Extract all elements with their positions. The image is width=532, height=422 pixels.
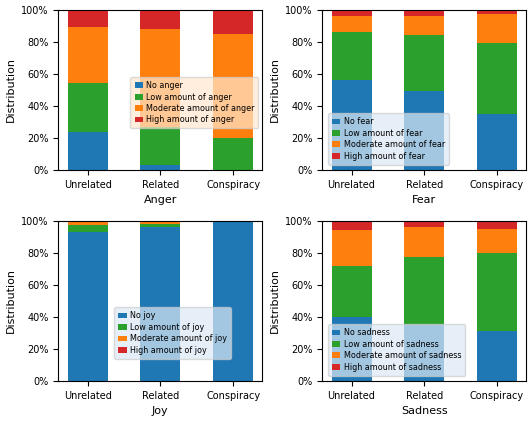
Bar — [404, 16, 444, 35]
Bar — [68, 10, 107, 27]
Bar — [140, 29, 180, 127]
Bar — [404, 92, 444, 170]
Bar — [477, 114, 517, 170]
Y-axis label: Distribution: Distribution — [5, 268, 15, 333]
Bar — [331, 16, 371, 32]
Bar — [140, 221, 180, 222]
Bar — [140, 165, 180, 170]
Bar — [68, 221, 107, 222]
Bar — [331, 221, 371, 230]
Bar — [140, 222, 180, 224]
Bar — [404, 10, 444, 16]
Bar — [68, 132, 107, 170]
X-axis label: Fear: Fear — [412, 195, 436, 206]
Legend: No fear, Low amount of fear, Moderate amount of fear, High amount of fear: No fear, Low amount of fear, Moderate am… — [328, 113, 449, 165]
Legend: No anger, Low amount of anger, Moderate amount of anger, High amount of anger: No anger, Low amount of anger, Moderate … — [130, 77, 259, 128]
Bar — [140, 10, 180, 29]
Y-axis label: Distribution: Distribution — [270, 57, 279, 122]
Bar — [68, 84, 107, 132]
Bar — [477, 221, 517, 229]
Bar — [140, 227, 180, 381]
Bar — [477, 43, 517, 114]
Bar — [140, 127, 180, 165]
Bar — [477, 331, 517, 381]
Legend: No joy, Low amount of joy, Moderate amount of joy, High amount of joy: No joy, Low amount of joy, Moderate amou… — [114, 307, 231, 359]
Bar — [477, 253, 517, 331]
Bar — [213, 10, 253, 34]
Bar — [331, 317, 371, 381]
Y-axis label: Distribution: Distribution — [270, 268, 279, 333]
Bar — [477, 229, 517, 253]
Bar — [404, 257, 444, 325]
Bar — [331, 265, 371, 317]
Bar — [404, 227, 444, 257]
Bar — [477, 14, 517, 43]
Bar — [331, 80, 371, 170]
Bar — [404, 35, 444, 92]
X-axis label: Anger: Anger — [144, 195, 177, 206]
Legend: No sadness, Low amount of sadness, Moderate amount of sadness, High amount of sa: No sadness, Low amount of sadness, Moder… — [328, 324, 465, 376]
Bar — [213, 138, 253, 170]
Bar — [331, 10, 371, 16]
Bar — [213, 221, 253, 381]
Bar — [68, 225, 107, 232]
Bar — [404, 221, 444, 227]
Bar — [477, 10, 517, 14]
Y-axis label: Distribution: Distribution — [5, 57, 15, 122]
Bar — [213, 34, 253, 138]
Bar — [68, 27, 107, 84]
Bar — [140, 224, 180, 227]
X-axis label: Joy: Joy — [152, 406, 169, 417]
Bar — [68, 232, 107, 381]
X-axis label: Sadness: Sadness — [401, 406, 447, 417]
Bar — [68, 222, 107, 225]
Bar — [331, 32, 371, 80]
Bar — [404, 325, 444, 381]
Bar — [331, 230, 371, 265]
